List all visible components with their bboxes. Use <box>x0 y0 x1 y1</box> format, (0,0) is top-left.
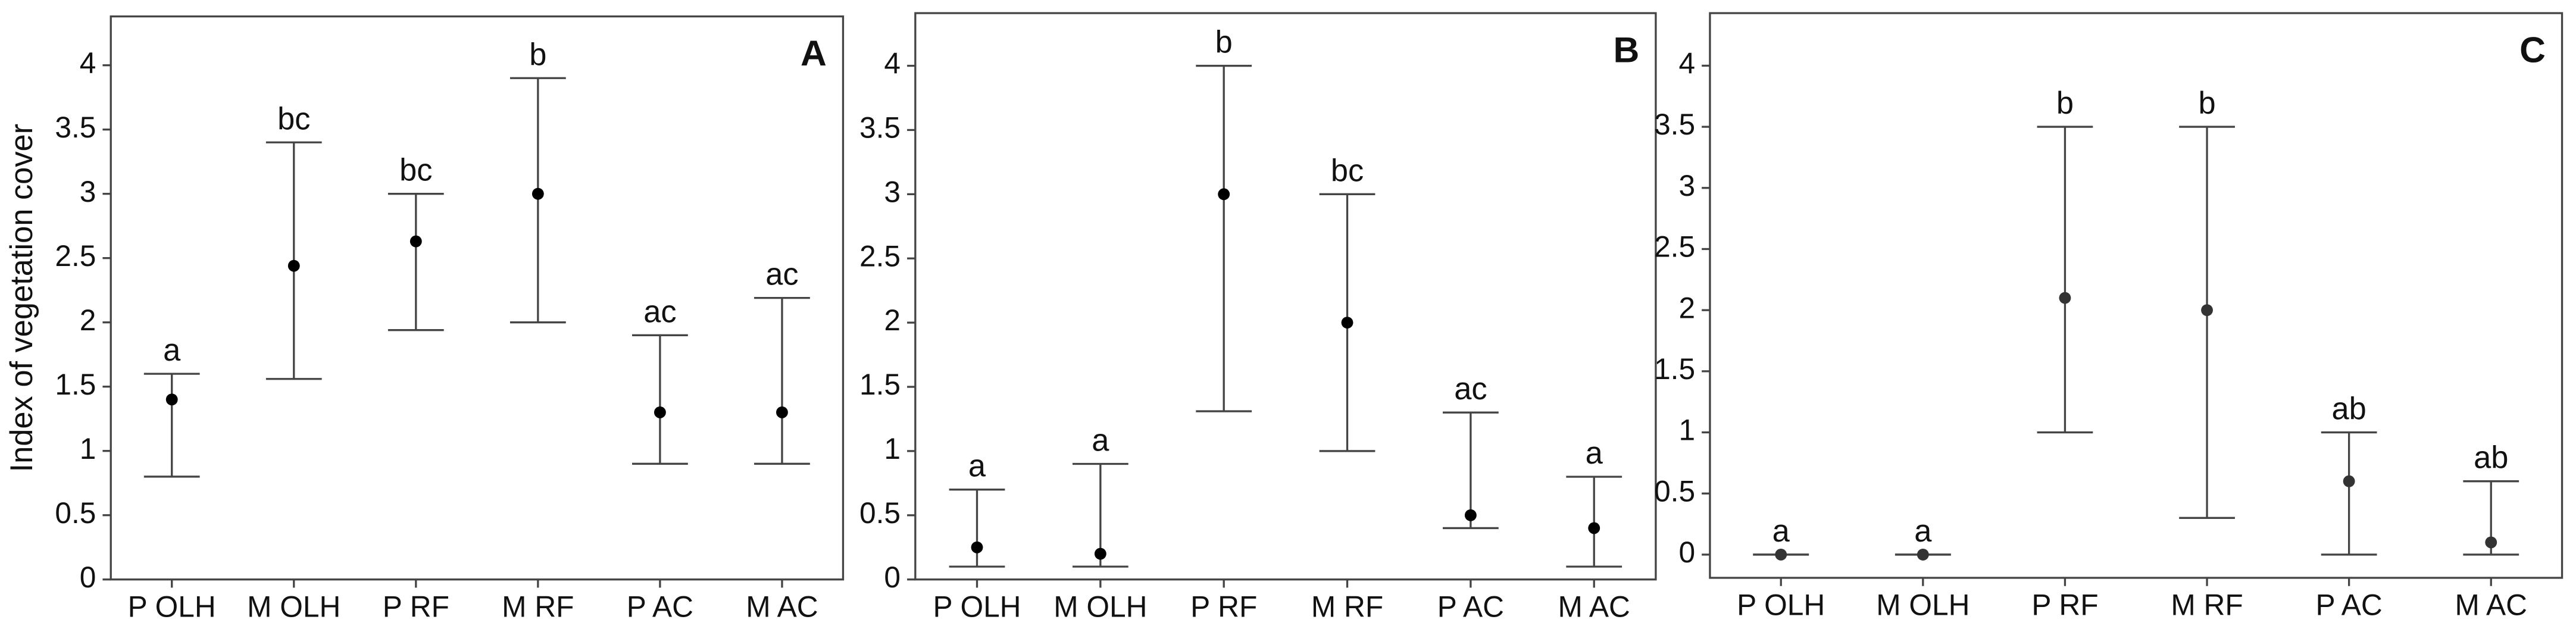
x-tick-label: M OLH <box>1053 590 1147 623</box>
annotation: bc <box>399 154 432 188</box>
annotation: a <box>1914 514 1932 549</box>
annotation: b <box>529 37 546 72</box>
x-tick-label: P AC <box>2316 589 2383 622</box>
x-tick-label: M RF <box>1311 590 1383 623</box>
y-tick-label: 1 <box>884 432 901 465</box>
point <box>532 187 544 200</box>
annotation: ac <box>765 258 798 292</box>
point <box>1588 522 1600 534</box>
x-tick-label: M AC <box>1558 590 1630 623</box>
x-tick-label: M OLH <box>247 590 340 623</box>
annotation: b <box>2056 86 2074 121</box>
annotation: ab <box>2474 441 2508 475</box>
x-tick-label: P AC <box>1437 590 1504 623</box>
point <box>1218 188 1230 201</box>
x-tick-label: P OLH <box>128 590 216 623</box>
y-tick-label: 3.5 <box>55 111 96 144</box>
y-tick-label: 2 <box>884 304 901 337</box>
y-tick-label: 1.5 <box>1654 352 1695 386</box>
point <box>1464 509 1477 521</box>
point <box>2201 304 2213 317</box>
y-tick-label: 2.5 <box>859 239 901 273</box>
point <box>409 235 422 248</box>
point <box>1094 547 1106 560</box>
point <box>2343 475 2355 487</box>
y-tick-label: 2 <box>1678 291 1695 324</box>
x-tick-label: P RF <box>1190 590 1257 623</box>
y-tick-label: 4 <box>80 46 96 80</box>
y-tick-label: 1 <box>1678 414 1695 447</box>
y-tick-label: 0 <box>884 561 901 594</box>
annotation: ac <box>643 295 676 329</box>
annotation: ab <box>2331 392 2366 427</box>
x-tick-label: M AC <box>746 590 818 623</box>
annotation: b <box>2198 86 2215 121</box>
x-tick-label: P RF <box>2031 589 2098 622</box>
point <box>2485 536 2497 549</box>
x-tick-label: P AC <box>627 590 693 623</box>
x-tick-label: P RF <box>383 590 449 623</box>
point <box>1341 317 1353 329</box>
y-axis-label: Index of vegetation cover <box>5 124 39 473</box>
panel-label: A <box>801 33 827 73</box>
plot-frame <box>1709 12 2564 579</box>
y-tick-label: 0.5 <box>55 496 96 530</box>
y-tick-label: 1.5 <box>55 368 96 401</box>
annotation: a <box>968 449 986 484</box>
y-tick-label: 0.5 <box>1654 474 1695 508</box>
y-tick-label: 4 <box>884 47 901 80</box>
y-tick-label: 3.5 <box>859 111 901 145</box>
y-tick-label: 0 <box>1678 536 1695 569</box>
x-tick-label: M OLH <box>1876 589 1969 622</box>
panel-label: B <box>1613 29 1639 70</box>
x-tick-label: P OLH <box>1737 589 1825 622</box>
point <box>1775 549 1787 561</box>
plot-frame <box>914 12 1657 581</box>
y-tick-label: 2.5 <box>55 239 96 273</box>
y-tick-label: 3 <box>1678 169 1695 202</box>
y-tick-label: 3.5 <box>1654 108 1695 141</box>
point <box>165 393 178 406</box>
x-tick-label: M RF <box>502 590 574 623</box>
annotation: a <box>1772 514 1790 549</box>
point <box>287 259 300 272</box>
annotation: a <box>1092 423 1109 458</box>
point <box>2059 292 2071 304</box>
y-tick-label: 0 <box>80 561 96 594</box>
annotation: a <box>1586 436 1603 471</box>
point <box>654 406 666 418</box>
annotation: a <box>163 333 181 368</box>
plot-frame <box>110 15 845 581</box>
annotation: bc <box>1331 154 1364 188</box>
y-tick-label: 3 <box>80 175 96 208</box>
x-tick-label: M AC <box>2455 589 2527 622</box>
point <box>971 541 983 553</box>
point <box>1917 549 1929 561</box>
point <box>776 406 788 418</box>
annotation: ac <box>1454 372 1487 406</box>
panel-label: C <box>2519 29 2546 70</box>
y-tick-label: 2 <box>80 304 96 337</box>
x-tick-label: M RF <box>2171 589 2243 622</box>
annotation: bc <box>277 102 310 136</box>
x-tick-label: P OLH <box>933 590 1021 623</box>
y-tick-label: 3 <box>884 175 901 208</box>
y-tick-label: 1.5 <box>859 368 901 401</box>
y-tick-label: 4 <box>1678 46 1695 80</box>
annotation: b <box>1215 26 1233 60</box>
y-tick-label: 1 <box>80 432 96 465</box>
y-tick-label: 0.5 <box>859 496 901 530</box>
y-tick-label: 2.5 <box>1654 230 1695 264</box>
